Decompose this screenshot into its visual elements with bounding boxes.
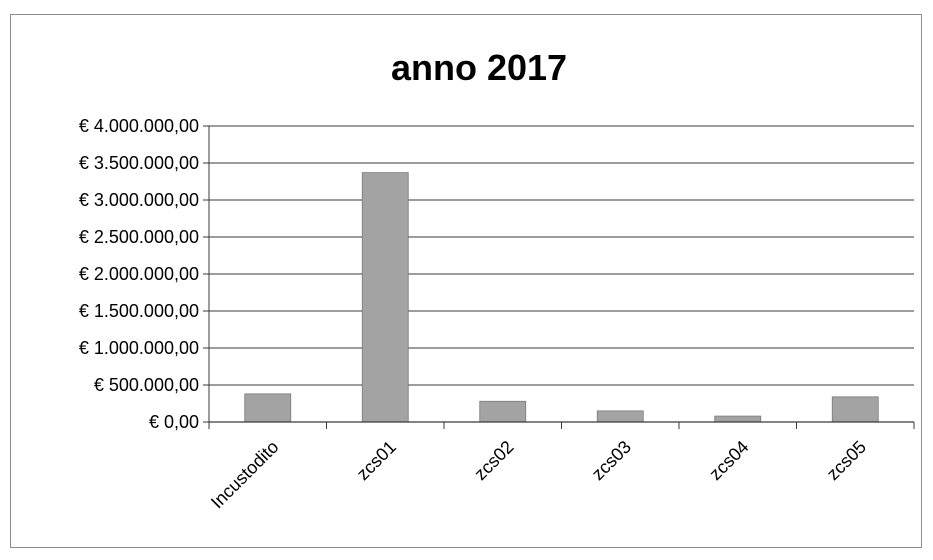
- x-tick-label: zcs03: [588, 437, 635, 484]
- bars: [244, 172, 879, 423]
- y-tick-label: € 2.500.000,00: [79, 227, 199, 247]
- bar-zcs01: [361, 172, 409, 423]
- x-tick-label: zcs04: [705, 437, 752, 484]
- chart-frame: anno 2017 € 0,00 € 500.000,00 € 1.000.000,…: [10, 14, 922, 548]
- bar-zcs03: [596, 410, 644, 423]
- y-tick-label: € 4.000.000,00: [79, 116, 199, 136]
- bar-zcs05: [831, 396, 879, 423]
- chart-title: anno 2017: [391, 47, 567, 88]
- y-tick-label: € 1.000.000,00: [79, 338, 199, 358]
- bar-chart: anno 2017 € 0,00 € 500.000,00 € 1.000.000,…: [79, 47, 915, 513]
- x-axis-tick-labels: Incustodito zcs01 zcs02 zcs03 zcs04 zcs05: [207, 437, 870, 513]
- bar-zcs02: [479, 400, 527, 423]
- y-tick-label: € 3.000.000,00: [79, 190, 199, 210]
- y-tick-label: € 500.000,00: [94, 375, 199, 395]
- x-tick-label: zcs02: [470, 437, 517, 484]
- y-tick-label: € 3.500.000,00: [79, 153, 199, 173]
- y-tick-label: € 2.000.000,00: [79, 264, 199, 284]
- y-tick-label: € 1.500.000,00: [79, 301, 199, 321]
- y-tick-label: € 0,00: [149, 412, 199, 432]
- gridlines: [203, 125, 914, 423]
- x-tick-label: zcs01: [353, 437, 400, 484]
- bar-incustodito: [244, 393, 292, 423]
- bar-zcs04: [714, 415, 762, 423]
- y-axis-tick-labels: € 0,00 € 500.000,00 € 1.000.000,00 € 1.500.…: [79, 116, 199, 432]
- x-tick-label: zcs05: [823, 437, 870, 484]
- x-tick-label: Incustodito: [207, 437, 283, 513]
- x-axis: [208, 126, 915, 429]
